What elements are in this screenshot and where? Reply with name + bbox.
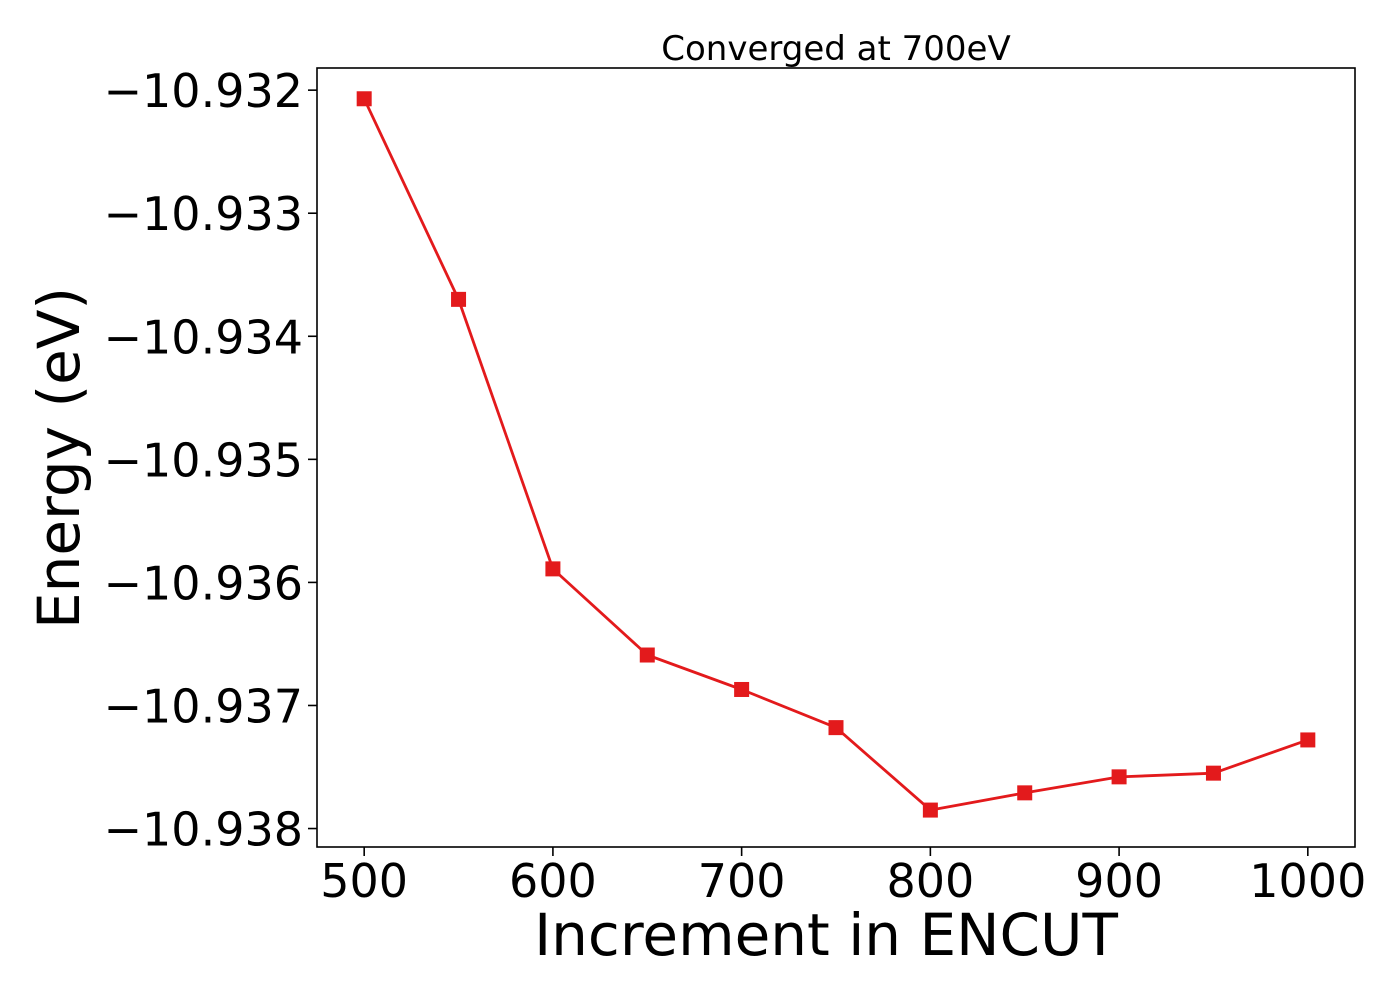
y-tick-label: −10.936 [104, 556, 304, 610]
series-line [362, 98, 1309, 812]
x-tick-label: 900 [1075, 854, 1163, 908]
x-tick-label: 600 [509, 854, 597, 908]
data-point [734, 681, 750, 697]
x-tick-label: 1000 [1249, 854, 1366, 908]
data-point [451, 291, 467, 307]
axes-frame [316, 67, 1356, 848]
y-tick-label: −10.933 [104, 187, 304, 241]
y-tick-label: −10.934 [104, 310, 304, 364]
energy-series [356, 91, 1316, 818]
x-tick-label: 500 [320, 854, 408, 908]
y-axis-label: Energy (eV) [25, 287, 93, 629]
data-point [1205, 765, 1221, 781]
x-tick-label: 800 [886, 854, 974, 908]
data-point [356, 91, 372, 107]
x-axis-label: Increment in ENCUT [534, 901, 1118, 969]
data-point [1017, 785, 1033, 801]
data-point [922, 802, 938, 818]
data-point [545, 561, 561, 577]
y-tick-label: −10.932 [104, 64, 304, 118]
data-point [639, 647, 655, 663]
x-axis-ticks: 500 600 700 800 900 1000 [320, 847, 1366, 908]
y-tick-label: −10.935 [104, 433, 304, 487]
y-tick-label: −10.937 [104, 679, 304, 733]
y-tick-label: −10.938 [104, 803, 304, 857]
data-point [1111, 769, 1127, 785]
x-tick-label: 700 [698, 854, 786, 908]
chart-title: Converged at 700eV [661, 29, 1010, 69]
plot-area [316, 67, 1356, 848]
data-point [828, 720, 844, 736]
y-axis-ticks: −10.932 −10.933 −10.934 −10.935 −10.936 −10.9… [104, 64, 317, 857]
data-point [1300, 732, 1316, 748]
